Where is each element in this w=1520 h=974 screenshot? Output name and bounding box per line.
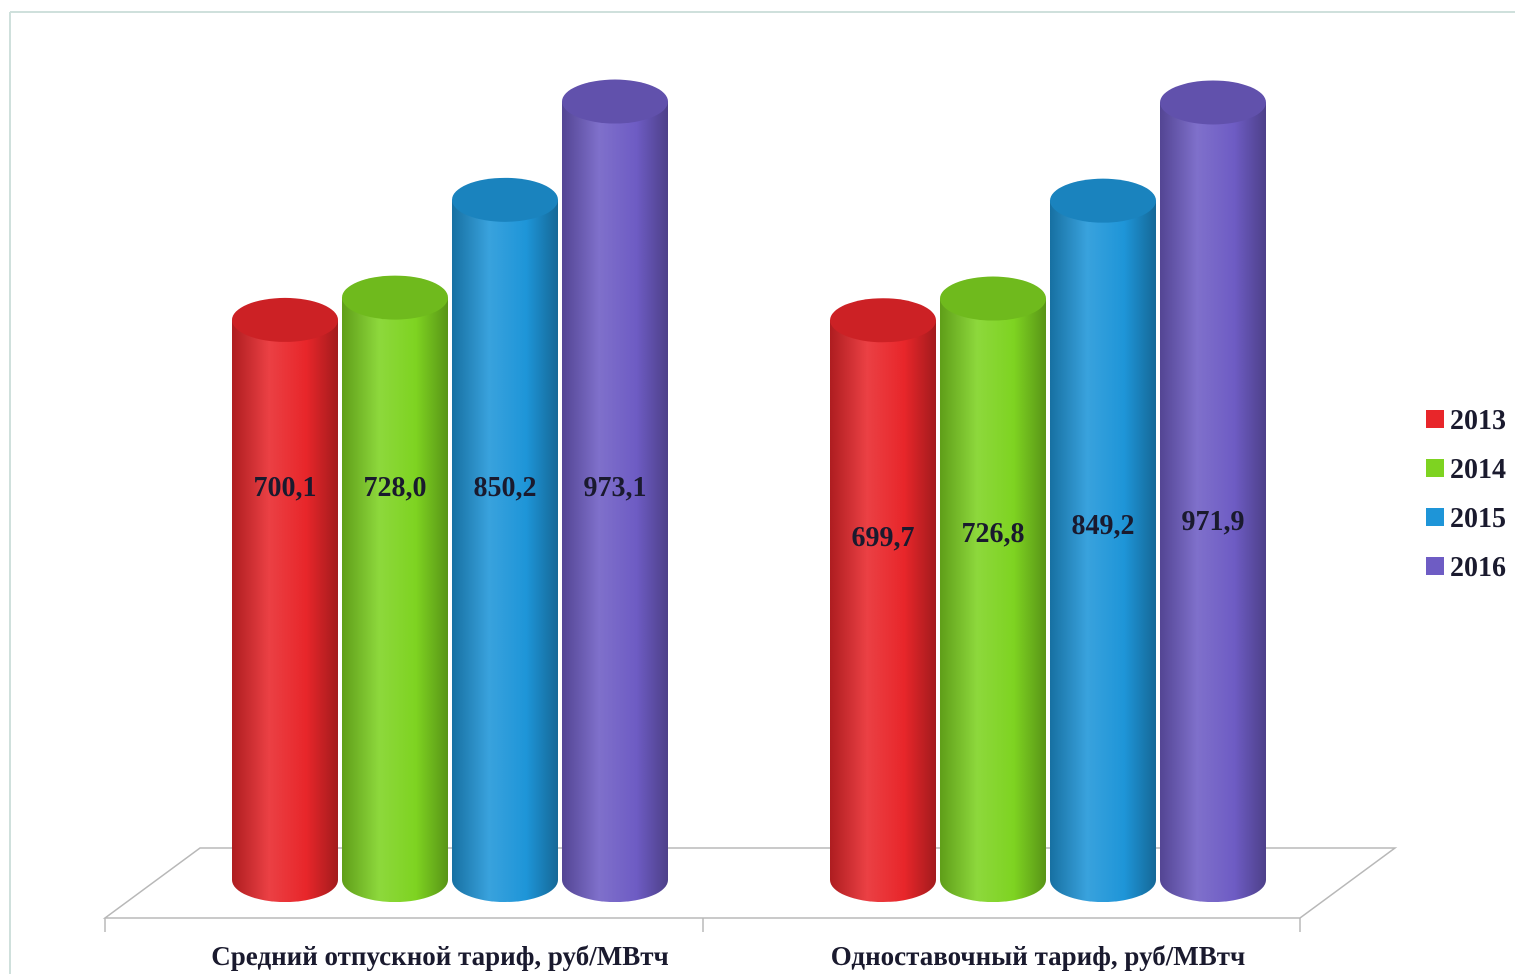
bar-2014-1 <box>342 275 448 903</box>
legend-label: 2015 <box>1450 503 1506 534</box>
bar-2015-1 <box>452 177 558 903</box>
data-label-2013-1: 700,1 <box>254 472 317 503</box>
data-label-2014-2: 726,8 <box>962 518 1025 549</box>
data-label-2014-1: 728,0 <box>364 472 427 503</box>
bar-top <box>1160 80 1266 125</box>
legend: 2013 2014 2015 2016 <box>1426 405 1506 583</box>
category-label-1: Средний отпускной тариф, руб/МВтч <box>211 941 668 971</box>
bar-top <box>562 79 668 124</box>
legend-item-2014: 2014 <box>1426 454 1506 485</box>
data-label-2015-1: 850,2 <box>474 472 537 503</box>
bar-top <box>1050 178 1156 223</box>
bar-2013-1 <box>232 297 338 902</box>
bar-2013-2 <box>830 298 936 902</box>
bar-2016-2 <box>1160 80 1266 903</box>
bar-2016-1 <box>562 79 668 902</box>
bar-body <box>1160 102 1266 903</box>
bar-top <box>232 297 338 342</box>
bar-body <box>342 297 448 903</box>
bar-body <box>830 320 936 902</box>
bar-body <box>562 101 668 902</box>
legend-label: 2016 <box>1450 552 1506 583</box>
bar-body <box>940 298 1046 902</box>
bar-top <box>342 275 448 320</box>
data-label-2016-2: 971,9 <box>1182 506 1245 537</box>
legend-item-2016: 2016 <box>1426 552 1506 583</box>
bar-body <box>1050 200 1156 902</box>
legend-swatch <box>1426 557 1444 575</box>
legend-swatch <box>1426 508 1444 526</box>
data-label-2016-1: 973,1 <box>584 472 647 503</box>
bar-top <box>940 276 1046 321</box>
bar-2015-2 <box>1050 178 1156 902</box>
legend-swatch <box>1426 459 1444 477</box>
category-labels-layer: Средний отпускной тариф, руб/МВтч Односта… <box>211 941 1245 971</box>
bar-top <box>452 177 558 222</box>
data-label-2013-2: 699,7 <box>852 522 915 553</box>
legend-item-2015: 2015 <box>1426 503 1506 534</box>
value-labels-layer: 700,1 728,0 850,2 973,1 699,7 726,8 849,2 971,9 <box>254 472 1245 553</box>
data-label-2015-2: 849,2 <box>1072 510 1135 541</box>
bar-body <box>232 319 338 902</box>
bar-2014-2 <box>940 276 1046 902</box>
legend-item-2013: 2013 <box>1426 405 1506 436</box>
chart-floor <box>102 847 1398 919</box>
legend-label: 2013 <box>1450 405 1506 436</box>
category-label-2: Одноставочный тариф, руб/МВтч <box>831 941 1245 971</box>
legend-swatch <box>1426 410 1444 428</box>
bars-layer <box>232 79 1266 903</box>
bar-top <box>830 298 936 343</box>
bar-body <box>452 199 558 903</box>
legend-label: 2014 <box>1450 454 1506 485</box>
